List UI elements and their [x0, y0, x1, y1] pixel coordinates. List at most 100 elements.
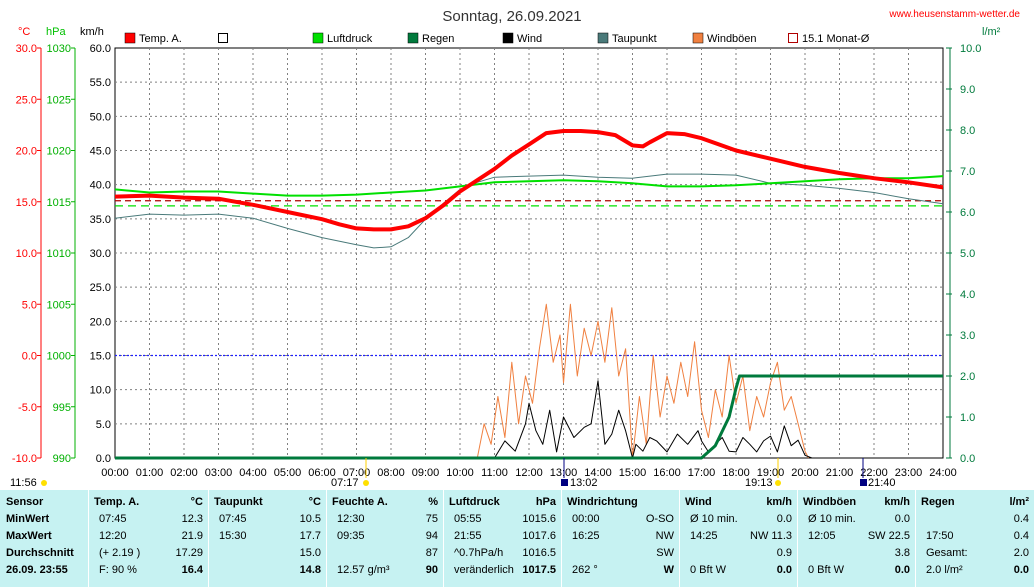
wind-axis-label: 60.0	[90, 43, 111, 55]
legend-swatch	[124, 32, 136, 44]
press-axis-unit: hPa	[46, 26, 66, 38]
stats-column: Luftdruck hPa 05:55 1015.6 21:55 1017.6 ^0.7hP…	[443, 490, 562, 587]
stats-column: Feuchte A.% 12:30 75 09:35 94 87 12.57 g/m³ 90	[326, 490, 444, 587]
stats-cell-value: 0.0	[894, 513, 910, 525]
temp-axis-label: 20.0	[16, 146, 37, 158]
time-marker-label: 13:02	[570, 477, 598, 489]
rain-axis-label: 8.0	[960, 125, 975, 137]
stats-column-unit: °C	[190, 496, 203, 508]
press-axis-label: 1025	[47, 94, 71, 106]
press-axis-label: 1005	[47, 299, 71, 311]
stats-column-unit: km/h	[884, 496, 910, 508]
stats-cell-time: 07:45	[219, 513, 247, 525]
stats-cell-value: 1017.5	[522, 564, 556, 576]
website-link[interactable]: www.heusenstamm-wetter.de	[888, 9, 1020, 20]
stats-column-unit: km/h	[766, 496, 792, 508]
stats-column: Regen l/m² 0.4 17:50 0.4 Gesamt: 2.0 2.0 l/m² 0.…	[915, 490, 1034, 587]
stats-column-title: Luftdruck	[449, 496, 500, 508]
x-tick-label: 02:00	[170, 467, 198, 479]
legend-swatch	[502, 32, 514, 44]
x-tick-label: 24:00	[929, 467, 957, 479]
stats-column-unit: %	[428, 496, 438, 508]
stats-cell-value: 14.8	[299, 564, 321, 576]
rain-axis-label: 5.0	[960, 248, 975, 260]
x-tick-label: 03:00	[205, 467, 233, 479]
legend-label: Taupunkt	[612, 33, 657, 45]
stats-cell-value: 0.4	[1013, 513, 1029, 525]
wind-axis-label: 50.0	[90, 111, 111, 123]
x-tick-label: 04:00	[239, 467, 267, 479]
legend-label: Luftdruck	[327, 33, 373, 45]
x-tick-label: 11:00	[481, 467, 508, 479]
stats-cell-value: O-SO	[645, 513, 674, 525]
stats-cell-time: 21:55	[454, 530, 482, 542]
legend-label: Regen	[422, 33, 454, 45]
x-tick-label: 18:00	[722, 467, 750, 479]
stats-cell-time: 07:45	[99, 513, 127, 525]
temp-axis-unit: °C	[18, 26, 30, 38]
stats-label-max: MaxWert	[6, 530, 52, 542]
stats-column-title: Taupunkt	[214, 496, 263, 508]
stats-cell-value: SW	[656, 547, 674, 559]
stats-cell-time: 12:05	[808, 530, 836, 542]
stats-cell-value: 0.9	[776, 547, 792, 559]
x-tick-label: 09:00	[412, 467, 440, 479]
stats-cell-value: 17.29	[175, 547, 203, 559]
press-axis-label: 1015	[47, 197, 71, 209]
stats-cell-value: 17.7	[299, 530, 321, 542]
x-tick-label: 22:00	[860, 467, 888, 479]
stats-label-min: MinWert	[6, 513, 50, 525]
stats-cell-time: ^0.7hPa/h	[454, 547, 504, 559]
stats-label-column: Sensor MinWert MaxWert Durchschnitt 26.0…	[0, 490, 88, 587]
stats-column: Temp. A. °C 07:45 12.3 12:20 21.9 (+ 2.19 ) 17.…	[88, 490, 209, 587]
stats-label-current: 26.09. 23:55	[6, 564, 68, 576]
stats-column-unit: l/m²	[1009, 496, 1029, 508]
x-tick-label: 16:00	[653, 467, 681, 479]
rain-axis-unit: l/m²	[982, 26, 1001, 38]
x-tick-label: 01:00	[136, 467, 164, 479]
legend: Temp. A. Luftdruck Regen Wind Taupunkt Windbö…	[124, 32, 870, 45]
series	[114, 129, 944, 460]
stats-cell-time: 09:35	[337, 530, 365, 542]
wind-axis-label: 25.0	[90, 282, 111, 294]
stats-cell-value: 16.4	[181, 564, 203, 576]
legend-swatch	[692, 32, 704, 44]
wind-axis-label: 20.0	[90, 316, 111, 328]
legend-label: Wind	[517, 33, 542, 45]
time-marker-label: 07:17	[331, 477, 359, 489]
rain-axis-label: 6.0	[960, 207, 975, 219]
wind-axis-label: 30.0	[90, 248, 111, 260]
grid	[114, 47, 944, 459]
x-tick-label: 08:00	[377, 467, 405, 479]
press-axis-label: 1010	[47, 248, 71, 260]
stats-cell-time: Gesamt:	[926, 547, 968, 559]
stats-cell-value: 75	[425, 513, 438, 525]
series-windböen	[476, 303, 809, 459]
press-axis-label: 1000	[47, 351, 71, 363]
stats-column-title: Temp. A.	[94, 496, 140, 508]
legend-label: 15.1 Monat-Ø	[802, 33, 870, 45]
stats-column-unit: hPa	[535, 496, 556, 508]
legend-swatch	[788, 33, 798, 43]
legend-swatch	[597, 32, 609, 44]
stats-column-unit: °C	[308, 496, 321, 508]
chart-title: Sonntag, 26.09.2021	[442, 8, 581, 25]
rain-axis-label: 1.0	[960, 412, 975, 424]
stats-column: Windböen km/h Ø 10 min. 0.0 12:05 SW 22.5 3.8 0…	[797, 490, 916, 587]
stats-cell-value: 1016.5	[522, 547, 556, 559]
wind-axis-label: 10.0	[90, 385, 111, 397]
stats-column-title: Regen	[921, 496, 955, 508]
moon-marker-icon	[561, 479, 568, 486]
temp-axis-label: 25.0	[16, 94, 37, 106]
series-wind	[494, 380, 813, 459]
stats-label-sensor: Sensor	[6, 496, 44, 508]
stats-column: Windrichtung 00:00 O-SO 16:25 NW SW 262 ° W	[561, 490, 680, 587]
stats-column-title: Windböen	[803, 496, 857, 508]
legend-label: Windböen	[707, 33, 757, 45]
time-marker-label: 11:56	[10, 477, 37, 489]
x-tick-label: 17:00	[688, 467, 716, 479]
stats-cell-value: 0.0	[776, 513, 792, 525]
stats-cell-value: 0.0	[1013, 564, 1029, 576]
stats-cell-time: 262 °	[572, 564, 598, 576]
stats-column: Taupunkt °C 07:45 10.5 15:30 17.7 15.0 14.8	[208, 490, 327, 587]
